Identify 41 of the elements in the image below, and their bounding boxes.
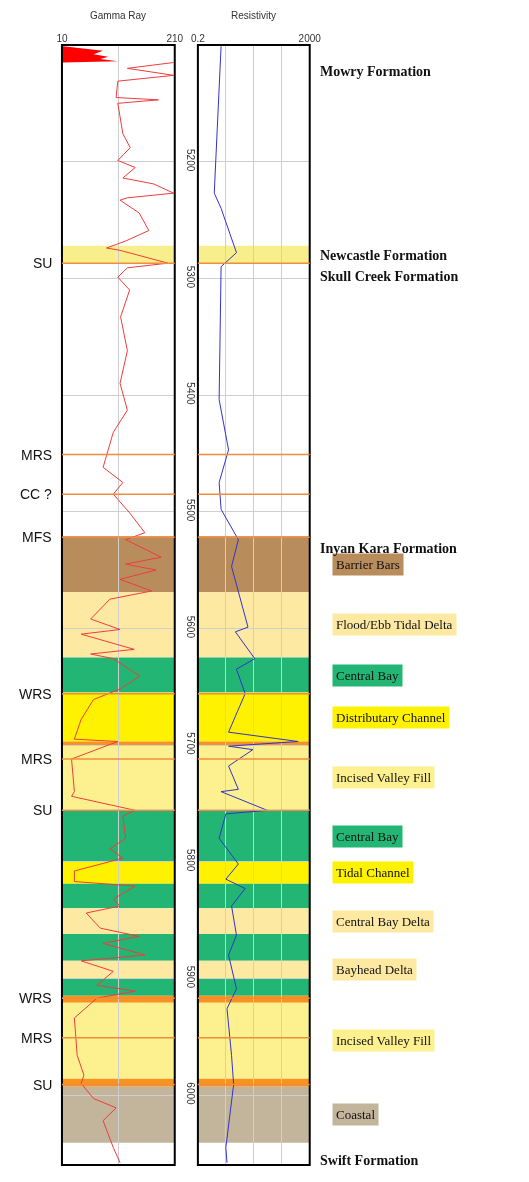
ref-line-label: MRS [21, 751, 53, 767]
ref-line-label: CC ? [20, 486, 53, 502]
band-label: Central Bay [336, 668, 399, 683]
x-tick-label: 210 [166, 33, 184, 44]
y-tick-label: 5400 [184, 382, 196, 406]
band-label: Bayhead Delta [336, 962, 414, 977]
band-label: Tidal Channel [336, 865, 410, 880]
ref-line-label: MRS [21, 1030, 53, 1046]
y-tick-label: 5300 [184, 265, 196, 289]
band-label: Flood/Ebb Tidal Delta [336, 617, 453, 632]
y-tick-label: 5200 [184, 149, 196, 172]
band-label: Incised Valley Fill [336, 1033, 432, 1048]
y-tick-label: 5500 [184, 499, 196, 522]
band-label: Barrier Bars [336, 557, 400, 572]
text: Mowry Formation [320, 64, 432, 79]
text: Newcastle Formation [320, 248, 448, 263]
ref-line-label: SU [33, 255, 53, 271]
x-tick-label: 2000 [298, 33, 322, 44]
band-label: Central Bay Delta [336, 914, 431, 929]
text: Swift Formation [320, 1153, 419, 1168]
band-label: Distributary Channel [336, 710, 446, 725]
ref-line-label: MRS [21, 447, 53, 463]
ref-line-label: SU [33, 1077, 53, 1093]
band-label: Coastal [336, 1107, 376, 1122]
y-tick-label: 5800 [184, 849, 196, 872]
y-tick-label: 5600 [184, 615, 196, 639]
ref-line-label: SU [33, 802, 53, 818]
y-tick-label: 5700 [184, 732, 196, 756]
band-label: Central Bay [336, 829, 399, 844]
ref-line-label: WRS [19, 686, 52, 702]
ref-line-label: WRS [19, 990, 52, 1006]
y-tick-label: 6000 [184, 1082, 196, 1106]
text: Skull Creek Formation [320, 269, 459, 284]
x-tick-label: 0.2 [190, 33, 206, 44]
y-tick-label: 5900 [184, 965, 196, 989]
ref-line-label: MFS [22, 529, 52, 545]
text: Inyan Kara Formation [320, 541, 458, 556]
band-label: Incised Valley Fill [336, 770, 432, 785]
chart-title: Gamma Ray [90, 10, 147, 21]
chart-title: Resistivity [231, 10, 277, 21]
x-tick-label: 10 [56, 33, 68, 44]
